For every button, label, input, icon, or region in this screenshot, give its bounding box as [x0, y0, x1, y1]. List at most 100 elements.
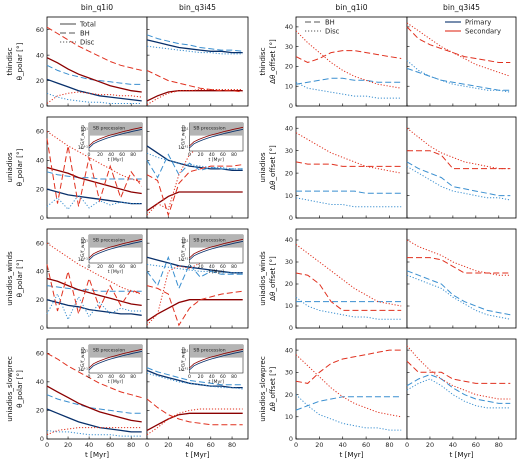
y-tick-label: 40 — [285, 23, 293, 31]
y-tick-label: 60 — [36, 26, 44, 34]
x-axis-label: t [Myr] — [339, 450, 363, 459]
inset-xtick: 40 — [108, 152, 114, 158]
y-tick-label: 30 — [285, 43, 293, 51]
chart-panel — [406, 228, 517, 329]
series-line — [46, 429, 142, 437]
inset-xlabel: t [Myr] — [208, 157, 224, 163]
chart-panel: 0 20 40 60 — [36, 16, 148, 110]
panels: 0 20 40 60 0 10 20 30 40 0 20 40 60 SB precession f_G/… — [36, 16, 517, 449]
legend-label: Total — [79, 20, 96, 28]
series-line — [46, 130, 142, 183]
plot-area — [295, 116, 408, 219]
row-label: uniadios_winds — [258, 251, 267, 306]
series-line — [146, 263, 243, 274]
series-line — [406, 374, 511, 404]
inset-xtick: 20 — [97, 374, 103, 380]
inset-line-primary — [88, 350, 143, 371]
inset-ytick: 10¹ — [80, 127, 88, 133]
plot-area — [295, 16, 408, 107]
y-axis-label: θ_polar [°] — [15, 370, 24, 408]
series-line — [295, 244, 402, 307]
column-title: bin_q3i45 — [179, 3, 216, 12]
inset-xtick: 80 — [130, 152, 136, 158]
inset-xtick: 60 — [119, 152, 125, 158]
inset-ylabel: f_G/f_warp — [180, 125, 186, 149]
inset-ytick: 10¹ — [181, 127, 189, 133]
column-title: bin_q3i45 — [443, 3, 480, 12]
chart-panel: 0 10 20 30 40 — [285, 228, 408, 332]
inset-xtick: 20 — [198, 264, 204, 270]
legend-label: Disc — [325, 27, 340, 35]
y-tick-label: 40 — [285, 346, 293, 354]
plot-area — [406, 16, 517, 107]
inset-ylabel: f_G/f_warp — [180, 347, 186, 371]
x-tick-label: 0 — [45, 441, 49, 449]
inset-ytick: 10⁻¹ — [178, 145, 188, 151]
series-line — [46, 26, 142, 71]
x-tick-label: 20 — [164, 441, 172, 449]
series-line — [146, 408, 243, 436]
y-tick-label: 20 — [36, 185, 44, 193]
inset-ylabel: f_G/f_warp — [80, 237, 86, 261]
column-titles: bin_q1i0 bin_q3i45 bin_q1i0 bin_q3i45 — [81, 3, 480, 12]
x-tick-label: 80 — [127, 441, 135, 449]
inset-line-secondary — [189, 126, 244, 147]
inset-label: SB precession — [193, 126, 225, 132]
y-axis-label: Δθ_offset [°] — [268, 145, 277, 190]
inset-xtick: 60 — [220, 152, 226, 158]
y-axis-label: θ_polar [°] — [15, 259, 24, 297]
y-tick-label: 0 — [40, 214, 44, 222]
y-tick-label: 60 — [36, 349, 44, 357]
legend-label: Disc — [80, 38, 95, 46]
chart-panel: 0 20 40 60 80 — [405, 338, 517, 449]
inset-xtick: 40 — [209, 152, 215, 158]
inset-xtick: 0 — [88, 374, 91, 380]
series-line — [46, 57, 142, 93]
inset-xtick: 80 — [130, 264, 136, 270]
y-tick-label: 40 — [285, 236, 293, 244]
plot-area — [406, 116, 517, 219]
y-tick-label: 20 — [36, 407, 44, 415]
inset-xtick: 40 — [108, 264, 114, 270]
series-line — [295, 354, 402, 418]
series-line — [295, 349, 402, 384]
y-axis-label: θ_polar [°] — [15, 148, 24, 186]
series-line — [146, 412, 243, 431]
row-label: thindisc — [5, 47, 14, 75]
series-line — [46, 292, 142, 321]
inset-ytick: 10¹ — [80, 349, 88, 355]
series-line — [406, 274, 511, 320]
y-tick-label: 0 — [289, 435, 293, 443]
series-line — [146, 285, 243, 327]
series-line — [146, 89, 243, 106]
x-axis-label: t [Myr] — [449, 450, 473, 459]
y-axis-label: θ_polar [°] — [15, 42, 24, 80]
inset-label: SB precession — [193, 238, 225, 244]
x-tick-label: 40 — [449, 441, 457, 449]
series-line — [407, 257, 511, 274]
inset-ytick: 10¹ — [181, 349, 189, 355]
inset-xtick: 0 — [188, 152, 191, 158]
series-line — [146, 153, 243, 179]
y-tick-label: 40 — [36, 378, 44, 386]
y-tick-label: 30 — [285, 147, 293, 155]
series-line — [46, 138, 143, 207]
y-tick-label: 20 — [285, 391, 293, 399]
inset-xtick: 40 — [209, 264, 215, 270]
y-tick-label: 40 — [36, 51, 44, 59]
series-line — [46, 166, 142, 195]
series-line — [146, 152, 243, 170]
x-tick-label: 40 — [85, 441, 93, 449]
y-tick-label: 0 — [40, 435, 44, 443]
series-line — [46, 385, 142, 423]
x-tick-label: 40 — [339, 441, 347, 449]
series-line — [295, 81, 402, 99]
inset-xtick: 0 — [88, 152, 91, 158]
inset-line-secondary — [189, 238, 244, 259]
series-line — [46, 285, 142, 292]
y-tick-label: 0 — [40, 102, 44, 110]
